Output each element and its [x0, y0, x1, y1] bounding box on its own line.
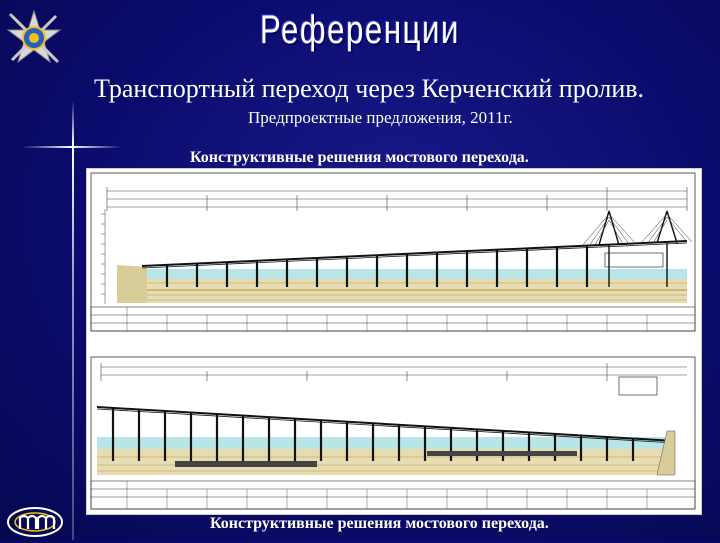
slide-subsubtitle: Предпроектные предложения, 2011г. — [248, 108, 513, 127]
panel-caption: Конструктивные решения мостового переход… — [190, 149, 529, 166]
upper-profile — [90, 172, 696, 332]
decorative-line-vertical — [72, 100, 74, 540]
slide-subtitle: Транспортный переход через Керченский пр… — [94, 74, 645, 103]
footer-caption: Конструктивные решения мостового переход… — [210, 515, 549, 532]
bridge-drawing-svg — [90, 172, 696, 510]
bridge-drawing — [86, 168, 702, 515]
slide-title: Референции — [259, 8, 461, 52]
mm-logo-icon — [6, 506, 64, 538]
lower-profile — [90, 356, 696, 510]
emblem-star-icon — [6, 9, 62, 66]
